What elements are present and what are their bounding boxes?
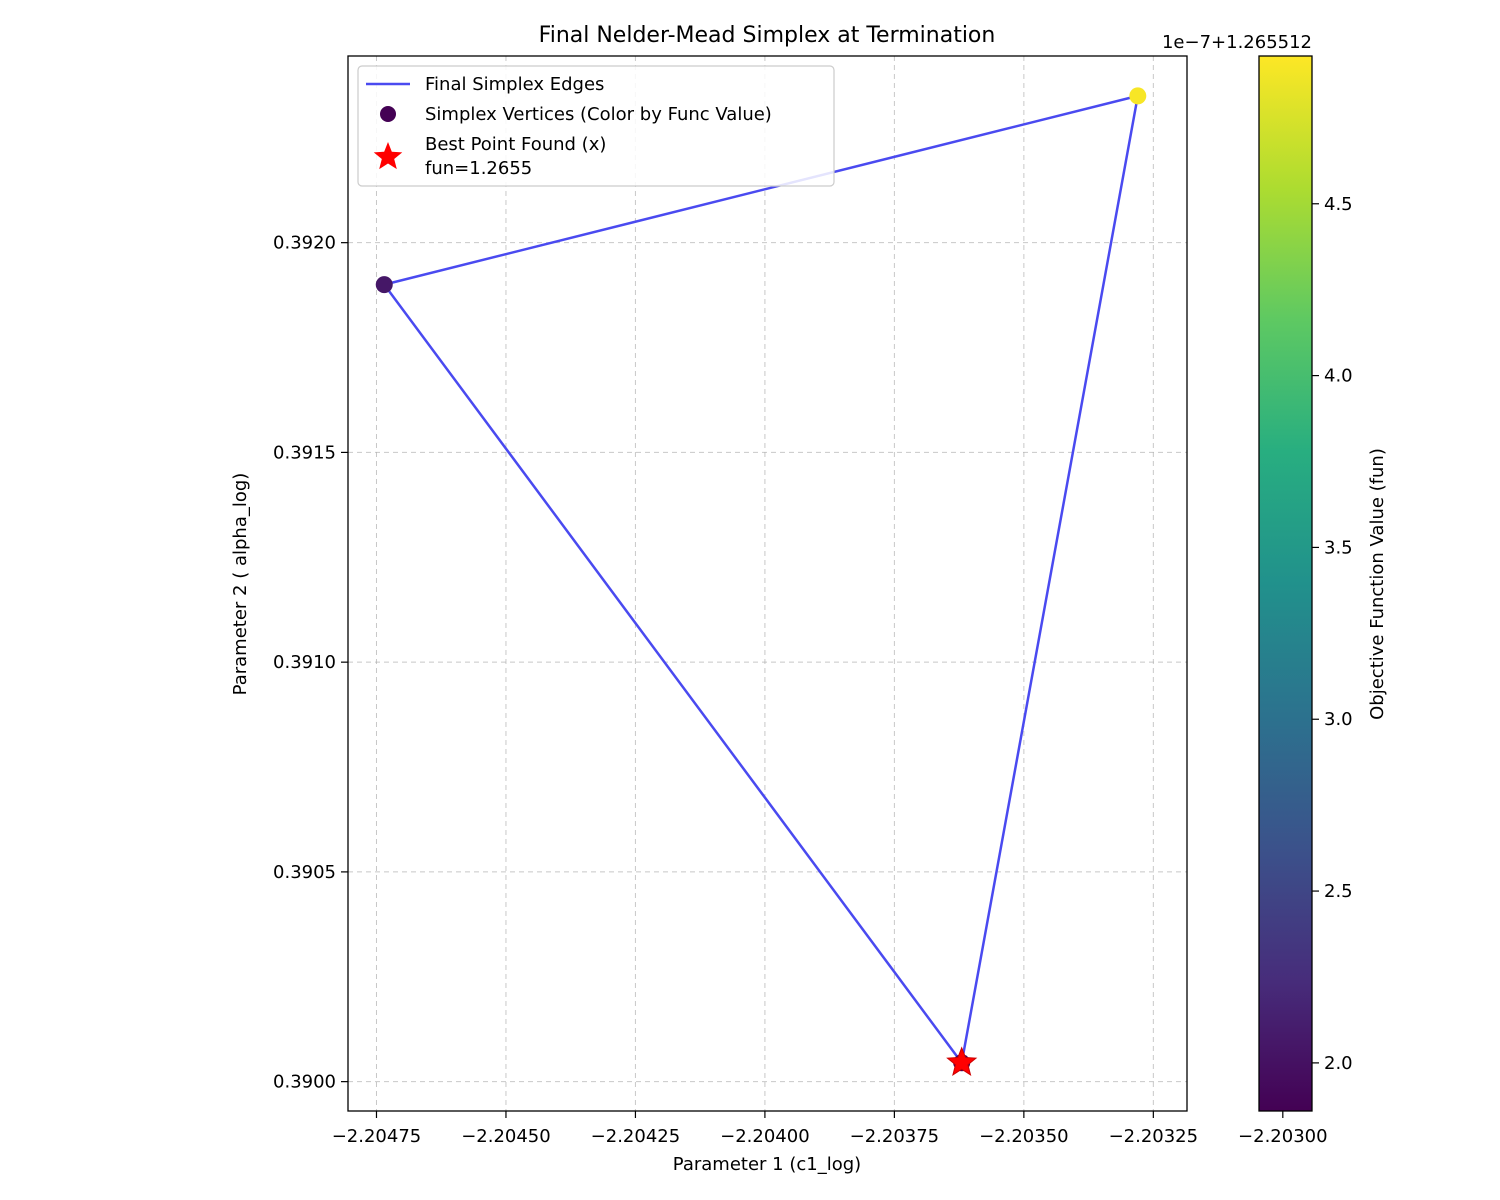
plot-frame <box>347 55 1188 1112</box>
y-tick-label: 0.3900 <box>273 1072 336 1093</box>
legend-vertex-swatch <box>380 106 396 122</box>
colorbar-tick-label: 3.5 <box>1324 537 1353 558</box>
colorbar: 2.0 2.5 3.0 3.5 4.0 4.5 1e−7+1.265512 Objecti… <box>1162 32 1388 1112</box>
x-axis-label: Parameter 1 (c1_log) <box>673 1154 861 1175</box>
legend-box <box>357 65 835 187</box>
colorbar-gradient <box>1258 55 1313 1112</box>
legend-label-vertices: Simplex Vertices (Color by Func Value) <box>425 104 772 125</box>
x-tick-label: −2.20400 <box>720 1126 810 1147</box>
legend-star-swatch <box>373 142 403 170</box>
y-tick-label: 0.3905 <box>273 862 336 883</box>
simplex-vertex-point <box>1129 87 1147 105</box>
x-axis: −2.20475 −2.20450 −2.20425 −2.20400 −2.20375… <box>332 1111 1328 1147</box>
grid <box>348 56 1284 1111</box>
plot-points <box>375 87 1147 1076</box>
y-tick-label: 0.3920 <box>273 233 336 254</box>
chart-title: Final Nelder-Mead Simplex at Termination <box>539 23 996 48</box>
x-tick-label: −2.20325 <box>1109 1126 1199 1147</box>
legend-label-edges: Final Simplex Edges <box>425 74 604 95</box>
colorbar-label: Objective Function Value (fun) <box>1367 448 1388 720</box>
colorbar-ticks: 2.0 2.5 3.0 3.5 4.0 4.5 <box>1312 194 1353 1074</box>
legend-label-best: Best Point Found (x) fun=1.2655 <box>425 134 612 179</box>
y-axis-label: Parameter 2 ( alpha_log) <box>230 473 251 696</box>
legend: Final Simplex Edges Simplex Vertices (Co… <box>357 65 835 187</box>
best-point-star <box>946 1046 978 1076</box>
colorbar-tick-label: 4.5 <box>1324 194 1353 215</box>
colorbar-tick-label: 4.0 <box>1324 366 1353 387</box>
colorbar-tick-label: 2.0 <box>1324 1053 1353 1074</box>
simplex-edge-line <box>383 94 1140 1065</box>
x-tick-label: −2.20350 <box>979 1126 1069 1147</box>
colorbar-tick-label: 2.5 <box>1324 881 1353 902</box>
x-tick-label: −2.20300 <box>1238 1126 1328 1147</box>
colorbar-offset-label: 1e−7+1.265512 <box>1162 32 1312 53</box>
y-axis: 0.3900 0.3905 0.3910 0.3915 0.3920 <box>273 233 348 1093</box>
x-tick-label: −2.20425 <box>591 1126 681 1147</box>
simplex-vertex-point <box>375 276 393 294</box>
y-tick-label: 0.3915 <box>273 442 336 463</box>
x-tick-label: −2.20475 <box>332 1126 422 1147</box>
plot-lines <box>383 94 1140 1065</box>
x-tick-label: −2.20450 <box>461 1126 551 1147</box>
x-tick-label: −2.20375 <box>850 1126 940 1147</box>
colorbar-tick-label: 3.0 <box>1324 709 1353 730</box>
y-tick-label: 0.3910 <box>273 652 336 673</box>
